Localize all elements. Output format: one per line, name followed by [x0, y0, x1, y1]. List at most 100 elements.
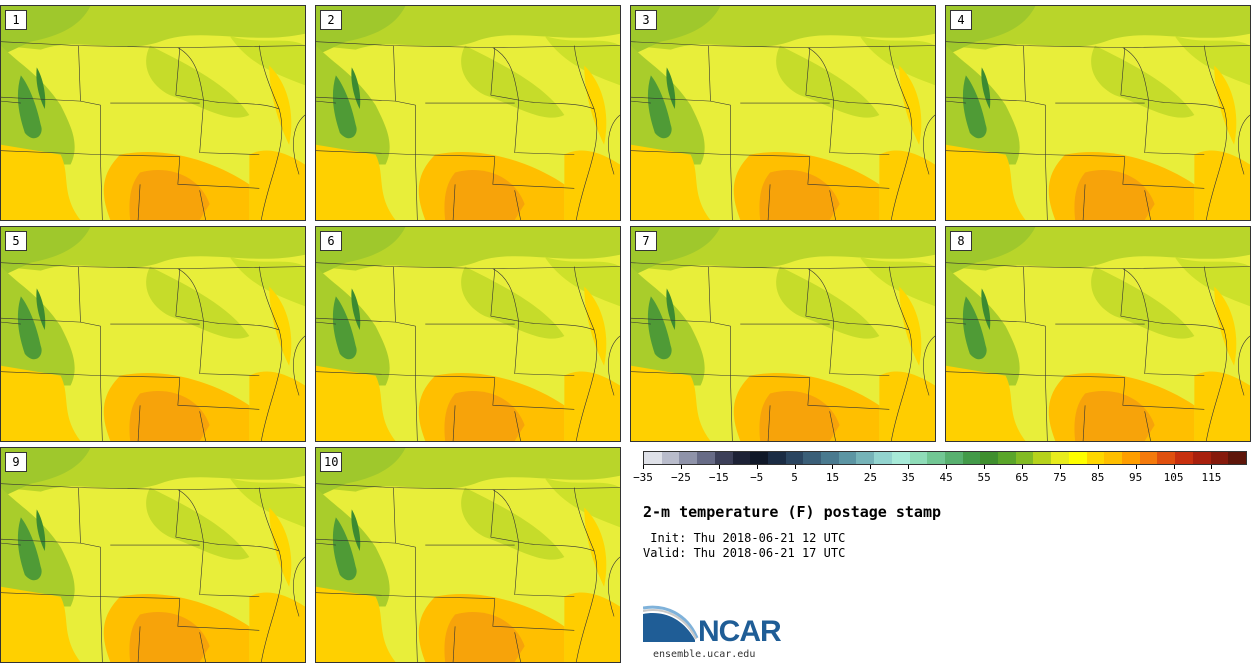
colorbar-swatch	[1051, 452, 1069, 464]
valid-time: Valid: Thu 2018-06-21 17 UTC	[643, 546, 846, 560]
colorbar-swatch	[697, 452, 715, 464]
colorbar-tick	[756, 465, 758, 469]
temperature-map	[1, 448, 305, 662]
colorbar-swatch	[785, 452, 804, 464]
colorbar-tick	[946, 465, 948, 469]
ensemble-member-panel: 8	[945, 226, 1251, 442]
colorbar-swatch	[1157, 452, 1176, 464]
colorbar-tick	[984, 465, 986, 469]
temperature-map	[316, 227, 620, 441]
colorbar-tick-label: −25	[670, 471, 691, 484]
colorbar-tick	[1173, 465, 1175, 469]
colorbar-swatch	[661, 452, 680, 464]
member-number-label: 9	[5, 452, 27, 472]
logo-url: ensemble.ucar.edu	[653, 649, 756, 660]
colorbar-swatch	[1015, 452, 1034, 464]
colorbar-swatch	[644, 452, 662, 464]
colorbar-swatch	[821, 452, 839, 464]
colorbar-tick-label: 25	[863, 471, 877, 484]
init-time: Init: Thu 2018-06-21 12 UTC	[643, 531, 846, 545]
ensemble-member-panel: 3	[630, 5, 936, 221]
colorbar-swatch	[1121, 452, 1140, 464]
temperature-colorbar	[643, 451, 1247, 465]
temperature-map	[316, 6, 620, 220]
colorbar-swatch	[1033, 452, 1052, 464]
colorbar-tick-label: 55	[977, 471, 991, 484]
colorbar-swatch	[1104, 452, 1122, 464]
colorbar-swatch	[874, 452, 892, 464]
ensemble-member-panel: 10	[315, 447, 621, 663]
colorbar-tick	[908, 465, 910, 469]
colorbar-swatch	[767, 452, 786, 464]
member-number-label: 6	[320, 231, 342, 251]
member-number-label: 3	[635, 10, 657, 30]
ncar-logo-icon	[643, 605, 699, 642]
colorbar-tick	[832, 465, 834, 469]
colorbar-swatch	[980, 452, 999, 464]
colorbar-swatch	[1210, 452, 1229, 464]
colorbar-swatch	[998, 452, 1016, 464]
temperature-map	[1, 6, 305, 220]
colorbar-swatch	[750, 452, 768, 464]
temperature-map	[631, 227, 935, 441]
colorbar-tick-label: 115	[1201, 471, 1222, 484]
colorbar-swatch	[944, 452, 963, 464]
colorbar-tick-label: 35	[901, 471, 915, 484]
colorbar-swatch	[891, 452, 910, 464]
temperature-map	[1, 227, 305, 441]
colorbar-tick	[1021, 465, 1023, 469]
logo-wordmark: NCAR	[698, 615, 782, 648]
colorbar-tick-label: 75	[1053, 471, 1067, 484]
product-title: 2-m temperature (F) postage stamp	[643, 503, 942, 521]
colorbar-tick	[680, 465, 682, 469]
temperature-map	[316, 448, 620, 662]
colorbar-swatch	[838, 452, 857, 464]
colorbar-swatch	[1086, 452, 1105, 464]
colorbar-swatch	[962, 452, 981, 464]
colorbar-tick-label: 65	[1015, 471, 1029, 484]
member-number-label: 7	[635, 231, 657, 251]
colorbar-tick	[1135, 465, 1137, 469]
colorbar-tick-label: −35	[633, 471, 653, 484]
member-number-label: 4	[950, 10, 972, 30]
colorbar-swatch	[714, 452, 733, 464]
temperature-map	[946, 6, 1250, 220]
colorbar-tick-label: 5	[791, 471, 798, 484]
colorbar-swatch	[927, 452, 945, 464]
member-number-label: 8	[950, 231, 972, 251]
ensemble-member-panel: 9	[0, 447, 306, 663]
colorbar-tick	[1097, 465, 1099, 469]
colorbar-swatch	[732, 452, 751, 464]
colorbar-swatch	[1192, 452, 1211, 464]
colorbar-tick	[870, 465, 872, 469]
colorbar-tick	[1211, 465, 1213, 469]
colorbar-tick-label: 45	[939, 471, 953, 484]
ensemble-member-panel: 7	[630, 226, 936, 442]
member-number-label: 5	[5, 231, 27, 251]
ensemble-member-panel: 2	[315, 5, 621, 221]
colorbar-tick-label: −15	[708, 471, 729, 484]
colorbar-swatch	[1139, 452, 1158, 464]
colorbar-swatch	[856, 452, 875, 464]
colorbar-swatch	[679, 452, 698, 464]
colorbar-swatch	[909, 452, 928, 464]
colorbar-ticks: −35 −25 −15 −5 5 15 25 35 45 55 65 75 85 95 105 115	[633, 465, 1247, 485]
temperature-map	[946, 227, 1250, 441]
colorbar-tick-label: 15	[825, 471, 840, 484]
colorbar-tick	[643, 465, 644, 469]
member-number-label: 10	[320, 452, 343, 472]
colorbar-swatch	[1068, 452, 1087, 464]
colorbar-tick	[718, 465, 720, 469]
ensemble-member-panel: 1	[0, 5, 306, 221]
colorbar-tick	[794, 465, 796, 469]
colorbar-swatch	[1175, 452, 1193, 464]
member-number-label: 2	[320, 10, 342, 30]
ensemble-member-panel: 6	[315, 226, 621, 442]
colorbar-swatch	[1228, 452, 1246, 464]
colorbar-tick-label: 85	[1091, 471, 1105, 484]
member-number-label: 1	[5, 10, 27, 30]
colorbar-tick-label: 105	[1163, 471, 1184, 484]
ensemble-member-panel: 5	[0, 226, 306, 442]
colorbar-tick	[1059, 465, 1061, 469]
colorbar-tick-label: 95	[1129, 471, 1143, 484]
